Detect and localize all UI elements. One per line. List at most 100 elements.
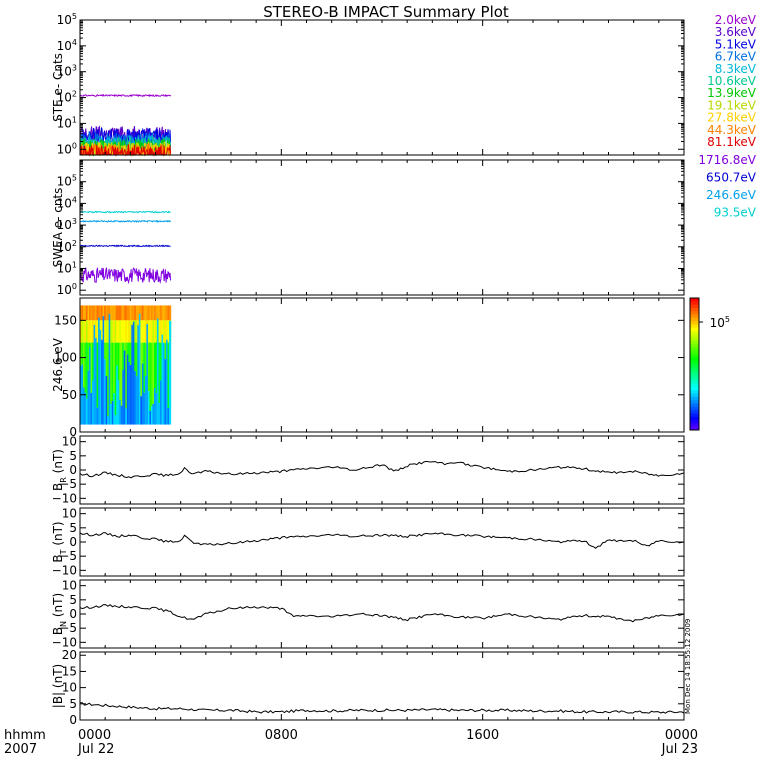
heatmap-cell [146,323,149,425]
heatmap-cell [166,320,169,343]
y-tick-label: 104 [57,38,77,53]
heatmap-cell [134,305,137,321]
y-tick-label: 5 [69,521,77,535]
colorbar-segment [690,413,699,418]
heatmap-cell [126,320,129,343]
heatmap-cell [147,305,151,321]
heatmap-cell [166,305,169,321]
y-tick-label: 100 [57,141,77,156]
heatmap-cell [120,405,123,425]
heatmap-cell [141,363,145,425]
heatmap-cell [157,305,160,321]
date-tick-label: Jul 22 [77,742,114,757]
legend-entry: 1716.8eV [698,153,756,167]
heatmap-cell [84,305,87,321]
date-tick-label: Jul 23 [661,742,698,757]
legend-entry: 19.1keV [707,98,757,112]
heatmap-cell [134,342,137,372]
colorbar-segment [690,370,699,375]
heatmap-cell [143,392,146,425]
heatmap-cell [123,350,126,425]
y-tick-label: −10 [52,491,77,505]
panel-frame [79,579,685,649]
heatmap-cell [107,416,110,425]
colorbar-segment [690,311,699,315]
heatmap-cell [86,320,89,343]
heatmap-cell [122,342,125,371]
colorbar-segment [690,337,699,342]
colorbar-segment [690,298,699,302]
legend-entry: 6.7keV [715,50,757,64]
heatmap-cell [163,305,166,321]
heatmap-cell [152,342,155,404]
heatmap-cell [141,342,145,364]
heatmap-cell [155,393,158,425]
legend-entry: 8.3keV [715,62,757,76]
colorbar-segment [690,321,699,325]
heatmap-cell [122,305,125,321]
heatmap-cell [137,325,140,425]
series-line [79,219,172,223]
heatmap-cell [120,320,123,343]
heatmap-cell [111,305,114,321]
heatmap-cell [129,305,132,321]
heatmap-cell [92,320,95,343]
heatmap-cell [104,342,107,360]
colorbar-segment [690,377,699,381]
heatmap-cell [125,408,128,425]
heatmap-cell [99,305,102,321]
colorbar-segment [690,400,699,405]
heatmap-cell [132,321,135,425]
heatmap-cell [92,380,95,425]
legend-entry: 246.6eV [706,188,757,202]
heatmap-cell [167,305,170,321]
heatmap-cell [107,320,110,343]
legend-entry: 13.9keV [707,86,757,100]
heatmap-cell [153,388,157,425]
heatmap-cell [87,320,90,343]
colorbar-segment [690,367,699,372]
heatmap-cell [160,305,163,321]
colorbar-segment [690,423,699,428]
y-tick-label: 100 [54,351,77,365]
heatmap-cell [140,342,143,397]
colorbar: 105 [689,297,730,431]
heatmap-cell [146,305,149,321]
y-tick-label: 50 [62,388,77,402]
heatmap-cell [93,305,96,321]
y-tick-label: 105 [57,12,77,27]
y-tick-label: 5 [69,697,77,711]
heatmap-cell [153,342,157,389]
heatmap-cell [116,305,119,321]
heatmap-cell [141,320,145,343]
legend-entry: 2.0keV [715,13,757,27]
colorbar-segment [690,397,699,401]
heatmap-cell [144,342,148,376]
heatmap-cell [95,338,98,425]
y-tick-label: 102 [57,90,77,105]
heatmap-cell [80,342,83,366]
colorbar-segment [690,387,699,391]
colorbar-segment [690,420,699,424]
y-tick-label: 150 [54,313,77,327]
y-tick-label: 0 [69,535,77,549]
heatmap-cell [90,392,93,425]
heatmap-cell [89,305,92,321]
legend-entry: 93.5eV [714,206,757,220]
heatmap-cell [105,320,108,343]
heatmap-cell [123,305,126,321]
heatmap-cell [105,305,108,321]
y-tick-label: 15 [62,664,77,678]
colorbar-segment [690,403,699,408]
heatmap-cell [108,313,111,425]
heatmap-cell [163,343,166,425]
heatmap-cell [119,342,122,400]
heatmap-cell [86,398,89,425]
heatmap-cell [120,342,123,406]
heatmap-cell [113,305,116,321]
y-tick-label: 0 [69,425,77,439]
y-tick-label: 103 [57,217,77,232]
heatmap-cell [117,342,120,381]
